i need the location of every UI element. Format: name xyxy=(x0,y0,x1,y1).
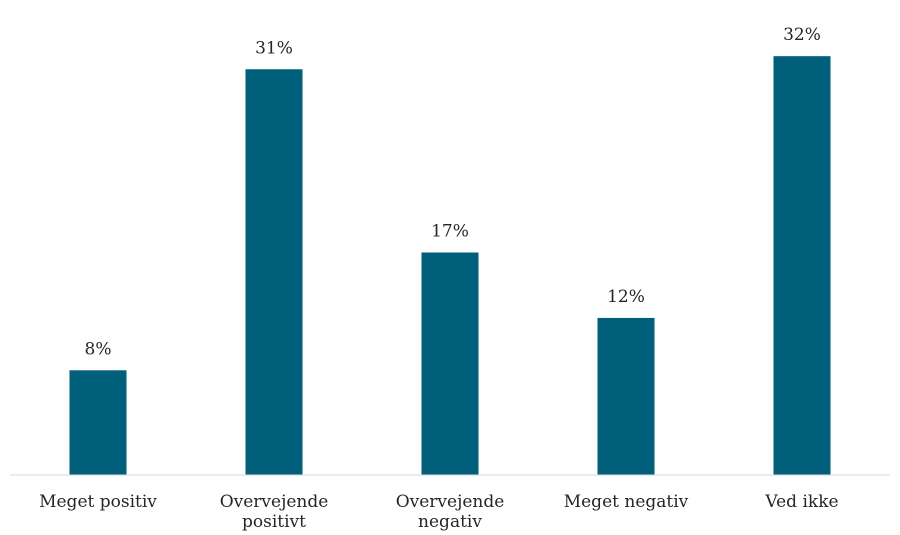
bar xyxy=(69,370,127,475)
bar xyxy=(773,56,831,475)
data-label: 12% xyxy=(607,287,645,307)
data-label: 31% xyxy=(255,38,293,58)
x-tick-label: Meget positiv xyxy=(39,492,157,512)
data-label: 8% xyxy=(85,339,112,359)
bar xyxy=(245,69,303,475)
bars-group xyxy=(69,56,831,475)
x-tick-label: Meget negativ xyxy=(564,492,689,512)
data-label: 32% xyxy=(783,25,821,45)
bar xyxy=(421,252,479,475)
x-tick-label: Overvejende positivt xyxy=(220,492,329,532)
bar xyxy=(597,317,655,475)
data-label: 17% xyxy=(431,222,469,242)
x-tick-label: Overvejende negativ xyxy=(396,492,505,532)
value-labels-group: 8% 31% 17% 12% 32% xyxy=(85,25,821,359)
category-labels-group: Meget positiv Overvejende positivt Overveje… xyxy=(39,492,838,532)
x-tick-label: Ved ikke xyxy=(764,492,838,512)
